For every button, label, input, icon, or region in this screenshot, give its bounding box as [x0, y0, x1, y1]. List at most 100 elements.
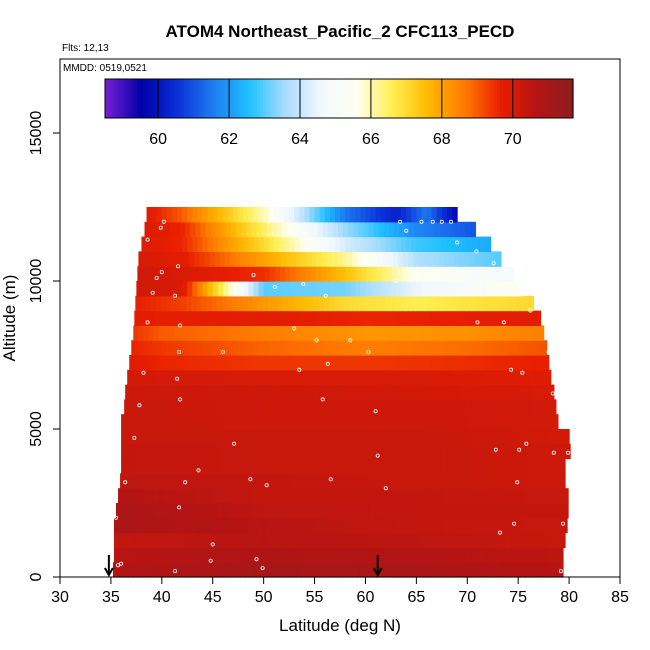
colorbar-frame: [104, 78, 574, 119]
heatmap-cell: [197, 458, 204, 474]
colorbar-segment: [453, 79, 457, 118]
heatmap-cell: [531, 532, 538, 548]
heatmap-cell: [266, 221, 273, 238]
heatmap-cell: [329, 236, 336, 252]
heatmap-cell: [404, 399, 410, 415]
colorbar-segment: [242, 79, 246, 118]
heatmap-cell: [274, 369, 281, 386]
heatmap-cell: [138, 488, 145, 504]
heatmap-cell: [548, 443, 555, 460]
x-axis: 30 35 40 45 50 55 60 65 70 75 80 85: [51, 577, 629, 606]
heatmap-cell: [464, 251, 470, 267]
heatmap-cell: [219, 325, 226, 341]
heatmap-cell: [177, 503, 183, 519]
heatmap-cell: [186, 473, 192, 489]
heatmap-cell: [490, 547, 497, 563]
heatmap-cell: [393, 547, 400, 563]
heatmap-cell: [210, 221, 217, 238]
colorbar-segment: [327, 79, 331, 118]
heatmap-cell: [401, 429, 407, 445]
heatmap-cell: [210, 547, 217, 563]
heatmap-cell: [258, 414, 265, 430]
colorbar-segment: [239, 79, 244, 118]
colorbar-segment: [464, 79, 469, 118]
heatmap-cell: [359, 384, 366, 400]
heatmap-cell: [295, 369, 301, 386]
heatmap-cell: [207, 236, 214, 252]
heatmap-cell: [406, 443, 412, 460]
heatmap-cell: [309, 429, 316, 445]
heatmap-cell: [319, 414, 326, 430]
heatmap-cell: [164, 221, 171, 238]
heatmap-cell: [156, 429, 163, 445]
heatmap-cell: [402, 266, 408, 282]
sample-point: [177, 505, 182, 510]
heatmap-cell: [172, 207, 178, 223]
sample-point: [132, 435, 137, 440]
heatmap-cell: [431, 207, 438, 223]
heatmap-cell: [400, 384, 406, 400]
heatmap-cell: [189, 325, 195, 341]
heatmap-cell: [391, 369, 398, 386]
sample-point: [272, 284, 277, 289]
heatmap-cell: [383, 355, 390, 371]
heatmap-cell: [307, 355, 314, 371]
heatmap-cell: [373, 310, 380, 326]
heatmap-cell: [394, 473, 401, 489]
heatmap-cell: [311, 251, 318, 267]
heatmap-cell: [410, 473, 416, 489]
heatmap-cell: [263, 236, 270, 252]
heatmap-cell: [396, 443, 402, 460]
heatmap-cell: [406, 458, 412, 474]
heatmap-cell: [136, 340, 143, 356]
colorbar-segment: [508, 79, 513, 118]
heatmap-cell: [132, 369, 138, 386]
heatmap-cell: [169, 517, 176, 534]
heatmap-cell: [467, 458, 473, 474]
colorbar-segment: [300, 79, 305, 118]
heatmap-cell: [370, 429, 377, 445]
heatmap-cell: [520, 325, 526, 341]
heatmap-cell: [496, 384, 503, 400]
heatmap-cell: [253, 207, 260, 223]
heatmap-cell: [233, 414, 239, 430]
heatmap-cell: [487, 236, 492, 252]
heatmap-cell: [292, 517, 298, 534]
heatmap-cell: [187, 443, 193, 460]
heatmap-cell: [195, 355, 202, 371]
heatmap-cell: [334, 340, 341, 356]
heatmap-cell: [446, 236, 453, 252]
heatmap-cell: [392, 562, 399, 578]
colorbar-segment: [245, 79, 249, 118]
heatmap-cell: [222, 429, 229, 445]
colorbar-segment: [119, 79, 124, 118]
heatmap-cell: [246, 532, 253, 548]
heatmap-cell: [192, 458, 199, 474]
heatmap-cell: [246, 355, 253, 371]
heatmap-cell: [421, 458, 428, 474]
heatmap-cell: [241, 532, 247, 548]
heatmap-cell: [289, 340, 295, 356]
heatmap-cell: [538, 414, 545, 430]
heatmap-cell: [399, 355, 405, 371]
heatmap-cell: [375, 281, 382, 297]
heatmap-cell: [548, 429, 555, 445]
colorbar-segment: [289, 79, 293, 118]
heatmap-cell: [221, 473, 228, 489]
heatmap-cell: [536, 517, 543, 534]
heatmap-cell: [268, 207, 275, 223]
heatmap-cell: [172, 429, 178, 445]
heatmap-cell: [245, 325, 251, 341]
heatmap-cell: [238, 207, 244, 223]
heatmap-cell: [156, 236, 163, 252]
heatmap-cell: [385, 340, 392, 356]
heatmap-cell: [482, 429, 489, 445]
colorbar-segment: [377, 79, 381, 118]
heatmap-cell: [404, 532, 410, 548]
heatmap-cell: [488, 369, 495, 386]
heatmap-cell: [477, 236, 484, 252]
heatmap-cell: [427, 266, 434, 282]
heatmap-cell: [192, 429, 199, 445]
heatmap-cell: [195, 532, 202, 548]
heatmap-cell: [195, 517, 202, 534]
